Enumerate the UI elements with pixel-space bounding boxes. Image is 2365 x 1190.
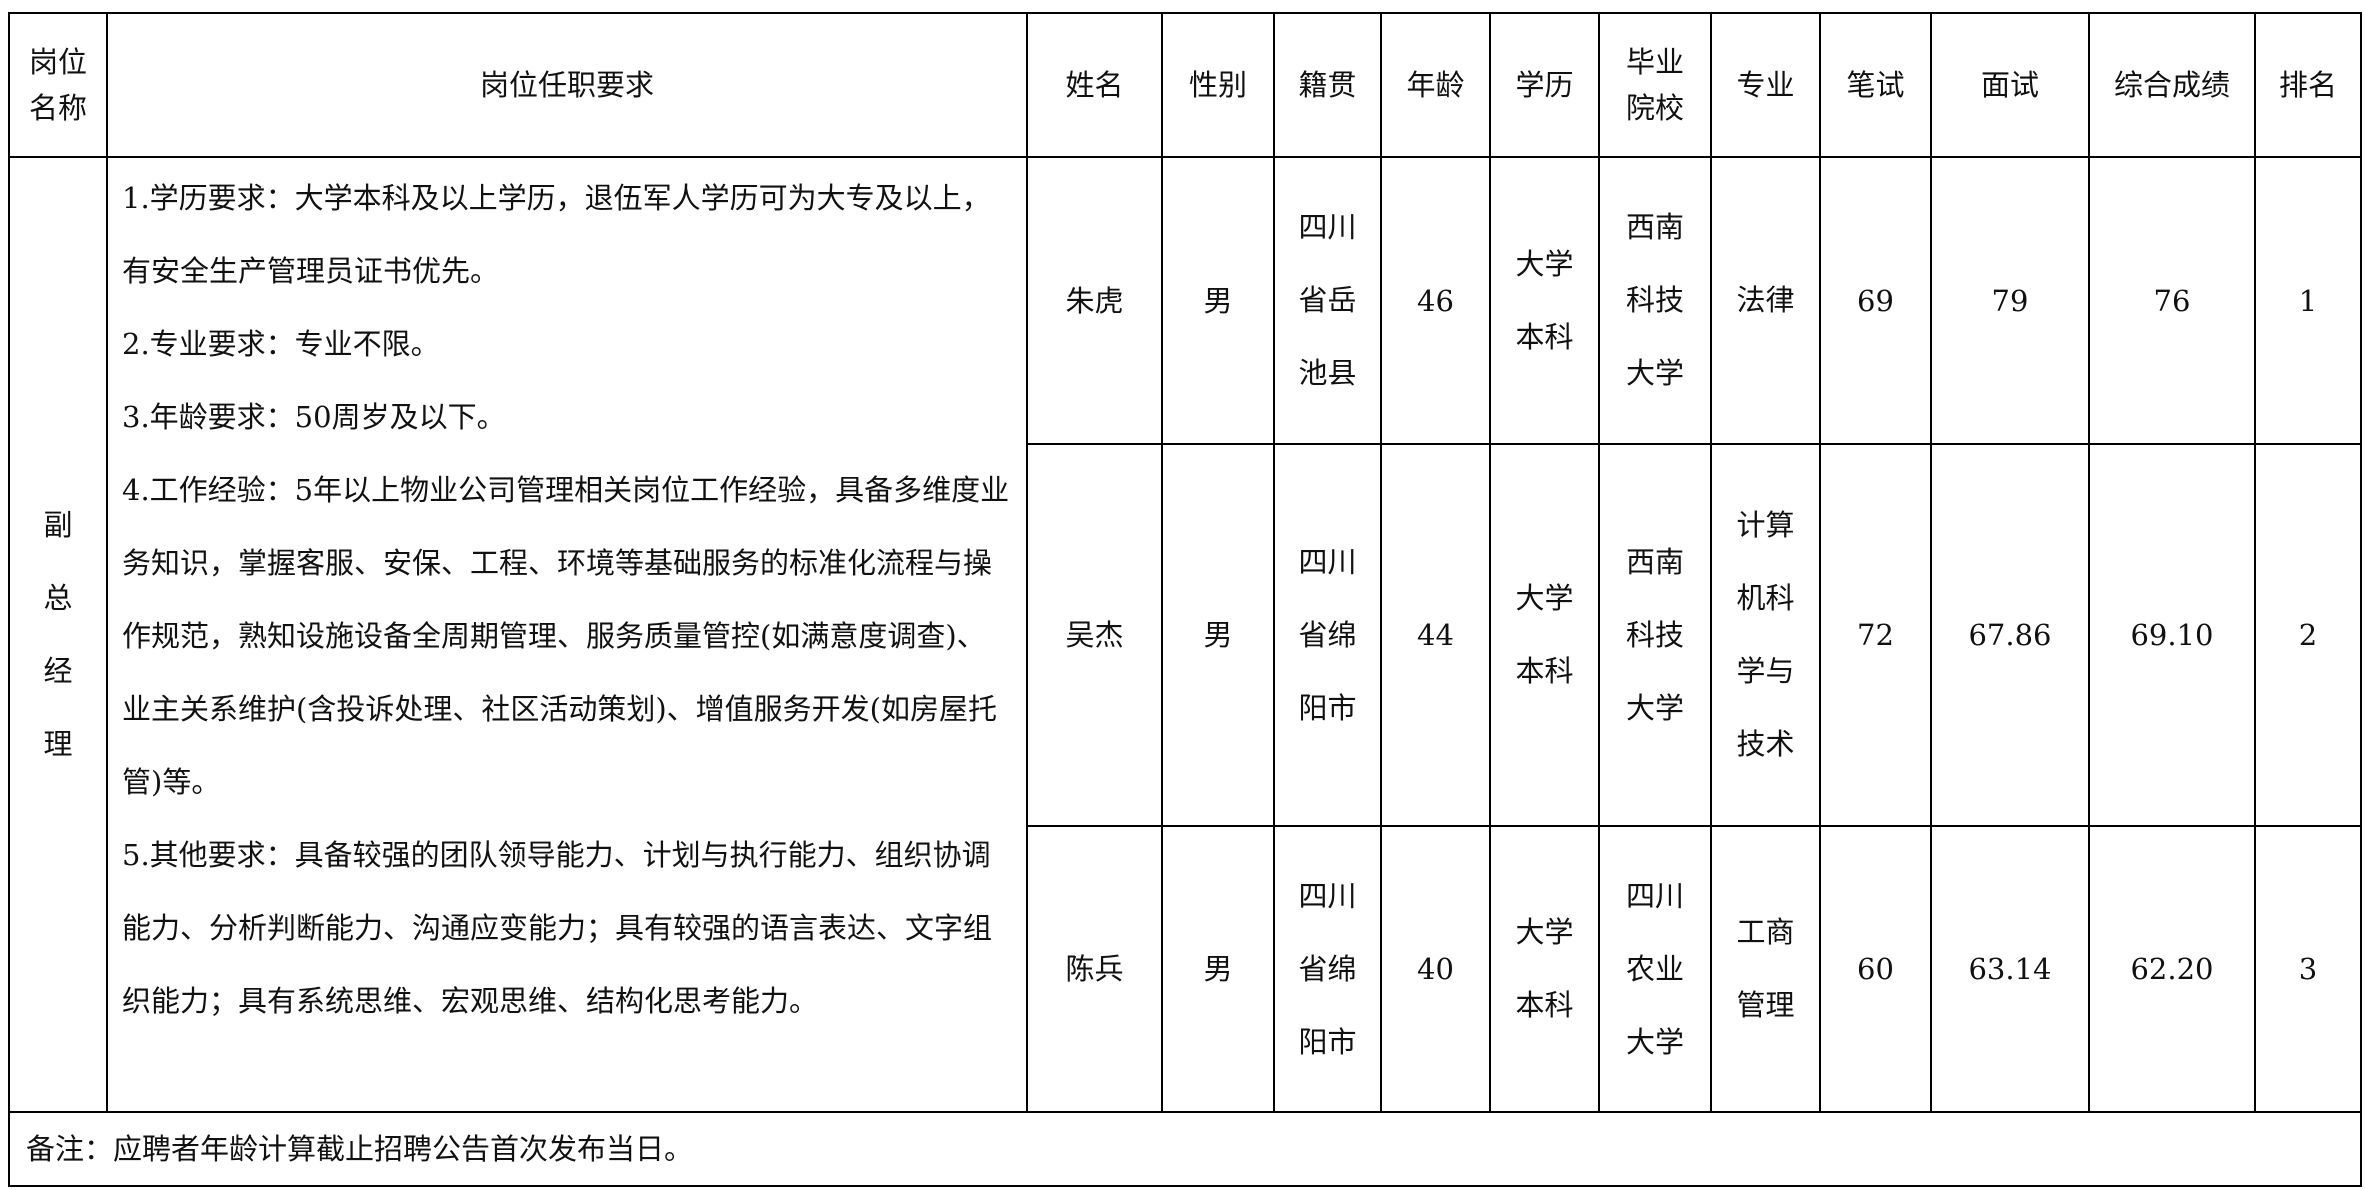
header-cell: 岗位名称 — [8, 12, 108, 158]
education-cell: 大学本科 — [1489, 825, 1600, 1113]
requirement-item: 5.其他要求：具备较强的团队领导能力、计划与执行能力、组织协调能力、分析判断能力… — [122, 838, 993, 1018]
interview-cell: 79 — [1930, 156, 2090, 445]
requirement-item: 4.工作经验：5年以上物业公司管理相关岗位工作经验，具备多维度业务知识，掌握客服… — [122, 473, 1010, 799]
origin-cell: 四川省岳池县 — [1273, 156, 1382, 445]
table-row: 陈兵 男 四川省绵阳市 40 大学本科 四川农业大学 工商管理 60 63.14… — [9, 825, 2362, 1113]
requirement-item: 2.专业要求：专业不限。 — [122, 327, 440, 361]
major-cell: 法律 — [1710, 156, 1821, 445]
name-cell: 陈兵 — [1026, 825, 1163, 1113]
header-cell: 笔试 — [1819, 12, 1932, 158]
header-cell: 毕业院校 — [1598, 12, 1712, 158]
table-row: 吴杰 男 四川省绵阳市 44 大学本科 西南科技大学 计算机科学与技术 72 6… — [9, 443, 2362, 827]
name-cell: 吴杰 — [1026, 443, 1163, 827]
requirement-item: 3.年龄要求：50周岁及以下。 — [122, 400, 506, 434]
written-cell: 72 — [1819, 443, 1932, 827]
header-cell: 籍贯 — [1273, 12, 1382, 158]
major-cell: 计算机科学与技术 — [1710, 443, 1821, 827]
note-text: 备注：应聘者年龄计算截止招聘公告首次发布当日。 — [8, 1111, 2362, 1187]
header-cell: 面试 — [1930, 12, 2090, 158]
header-cell: 姓名 — [1026, 12, 1163, 158]
name-cell: 朱虎 — [1026, 156, 1163, 445]
requirements-cell: 1.学历要求：大学本科及以上学历，退伍军人学历可为大专及以上，有安全生产管理员证… — [106, 156, 1028, 1113]
rank-cell: 2 — [2254, 443, 2362, 827]
school-cell: 西南科技大学 — [1598, 443, 1712, 827]
gender-cell: 男 — [1161, 156, 1275, 445]
gender-cell: 男 — [1161, 443, 1275, 827]
requirement-item: 1.学历要求：大学本科及以上学历，退伍军人学历可为大专及以上，有安全生产管理员证… — [122, 181, 991, 288]
table-row: 副总经理 1.学历要求：大学本科及以上学历，退伍军人学历可为大专及以上，有安全生… — [8, 156, 2362, 1113]
rank-cell: 1 — [2254, 156, 2362, 445]
age-cell: 46 — [1380, 156, 1491, 445]
gender-cell: 男 — [1161, 825, 1275, 1113]
header-cell: 岗位任职要求 — [106, 12, 1028, 158]
major-cell: 工商管理 — [1710, 825, 1821, 1113]
total-cell: 76 — [2088, 156, 2256, 445]
total-cell: 62.20 — [2088, 825, 2256, 1113]
position-cell: 副总经理 — [8, 156, 108, 1113]
origin-cell: 四川省绵阳市 — [1273, 443, 1382, 827]
written-cell: 60 — [1819, 825, 1932, 1113]
education-cell: 大学本科 — [1489, 443, 1600, 827]
school-cell: 西南科技大学 — [1598, 156, 1712, 445]
header-cell: 排名 — [2254, 12, 2362, 158]
header-cell: 年龄 — [1380, 12, 1491, 158]
education-cell: 大学本科 — [1489, 156, 1600, 445]
age-cell: 44 — [1380, 443, 1491, 827]
total-cell: 69.10 — [2088, 443, 2256, 827]
header-cell: 综合成绩 — [2088, 12, 2256, 158]
interview-cell: 67.86 — [1930, 443, 2090, 827]
header-row: 岗位名称 岗位任职要求 姓名 性别 籍贯 年龄 学历 毕业院校 专业 笔试 面试… — [8, 12, 2362, 158]
written-cell: 69 — [1819, 156, 1932, 445]
age-cell: 40 — [1380, 825, 1491, 1113]
interview-cell: 63.14 — [1930, 825, 2090, 1113]
header-cell: 性别 — [1161, 12, 1275, 158]
header-cell: 专业 — [1710, 12, 1821, 158]
origin-cell: 四川省绵阳市 — [1273, 825, 1382, 1113]
header-cell: 学历 — [1489, 12, 1600, 158]
school-cell: 四川农业大学 — [1598, 825, 1712, 1113]
note-row: 备注：应聘者年龄计算截止招聘公告首次发布当日。 — [8, 1111, 2362, 1187]
rank-cell: 3 — [2254, 825, 2362, 1113]
candidate-table: 岗位名称 岗位任职要求 姓名 性别 籍贯 年龄 学历 毕业院校 专业 笔试 面试… — [8, 12, 2362, 1187]
